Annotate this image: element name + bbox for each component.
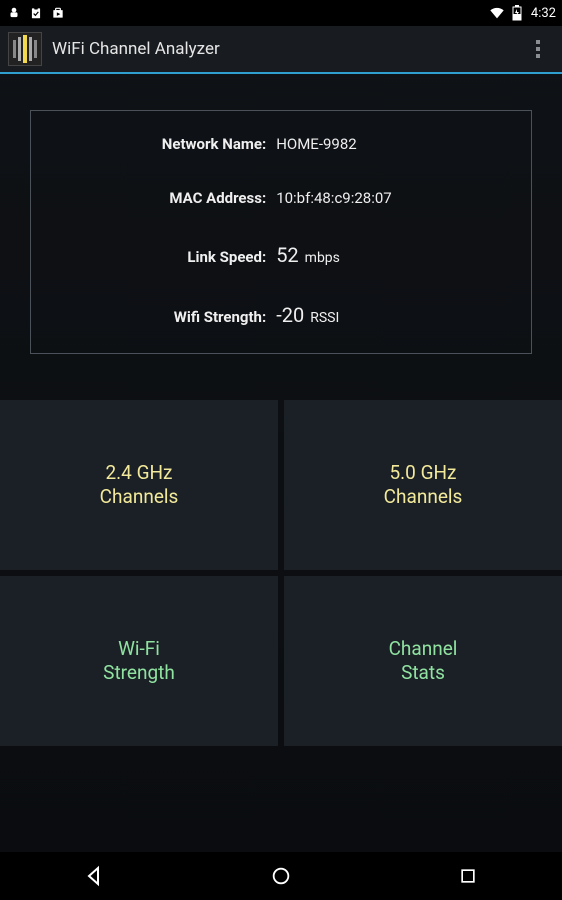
- card-channel-stats[interactable]: Channel Stats: [284, 576, 562, 746]
- wifi-strength-value: -20: [276, 303, 304, 327]
- status-bar: 4:32: [0, 0, 562, 26]
- channel-grid: 2.4 GHz Channels 5.0 GHz Channels Wi-Fi …: [0, 400, 562, 746]
- app-icon: [8, 32, 42, 66]
- wifi-strength-label: Wifi Strength:: [41, 308, 276, 326]
- card-line: Strength: [103, 661, 175, 685]
- main-content: Network Name: HOME-9982 MAC Address: 10:…: [0, 74, 562, 852]
- link-speed-label: Link Speed:: [41, 248, 276, 266]
- wifi-icon: [489, 5, 505, 21]
- card-line: Channels: [384, 485, 463, 509]
- card-line: Stats: [389, 661, 458, 685]
- mac-address-value: 10:bf:48:c9:28:07: [276, 189, 392, 207]
- link-speed-row: Link Speed: 52 mbps: [41, 243, 521, 267]
- link-speed-unit: mbps: [305, 250, 340, 266]
- network-name-value: HOME-9982: [276, 135, 357, 153]
- app-title: WiFi Channel Analyzer: [52, 39, 522, 59]
- action-bar: WiFi Channel Analyzer: [0, 26, 562, 74]
- card-line: 5.0 GHz: [384, 461, 463, 485]
- card-line: 2.4 GHz: [100, 461, 179, 485]
- mac-address-row: MAC Address: 10:bf:48:c9:28:07: [41, 189, 521, 207]
- network-name-label: Network Name:: [41, 135, 276, 153]
- wifi-strength-row: Wifi Strength: -20 RSSI: [41, 303, 521, 327]
- clipboard-icon: [28, 5, 44, 21]
- nav-back-button[interactable]: [54, 856, 134, 896]
- card-line: Channel: [389, 637, 458, 661]
- shop-icon: [50, 5, 66, 21]
- nav-recent-button[interactable]: [428, 856, 508, 896]
- overflow-menu-button[interactable]: [522, 33, 554, 65]
- android-icon: [6, 5, 22, 21]
- navigation-bar: [0, 852, 562, 900]
- wifi-strength-unit: RSSI: [310, 310, 339, 326]
- nav-home-button[interactable]: [241, 856, 321, 896]
- network-name-row: Network Name: HOME-9982: [41, 135, 521, 153]
- card-24ghz-channels[interactable]: 2.4 GHz Channels: [0, 400, 278, 570]
- link-speed-value: 52: [276, 243, 298, 267]
- card-line: Channels: [100, 485, 179, 509]
- status-time: 4:32: [531, 6, 556, 21]
- network-info-box: Network Name: HOME-9982 MAC Address: 10:…: [30, 110, 532, 354]
- card-wifi-strength[interactable]: Wi-Fi Strength: [0, 576, 278, 746]
- card-line: Wi-Fi: [103, 637, 175, 661]
- card-50ghz-channels[interactable]: 5.0 GHz Channels: [284, 400, 562, 570]
- mac-address-label: MAC Address:: [41, 189, 276, 207]
- battery-icon: [509, 5, 525, 21]
